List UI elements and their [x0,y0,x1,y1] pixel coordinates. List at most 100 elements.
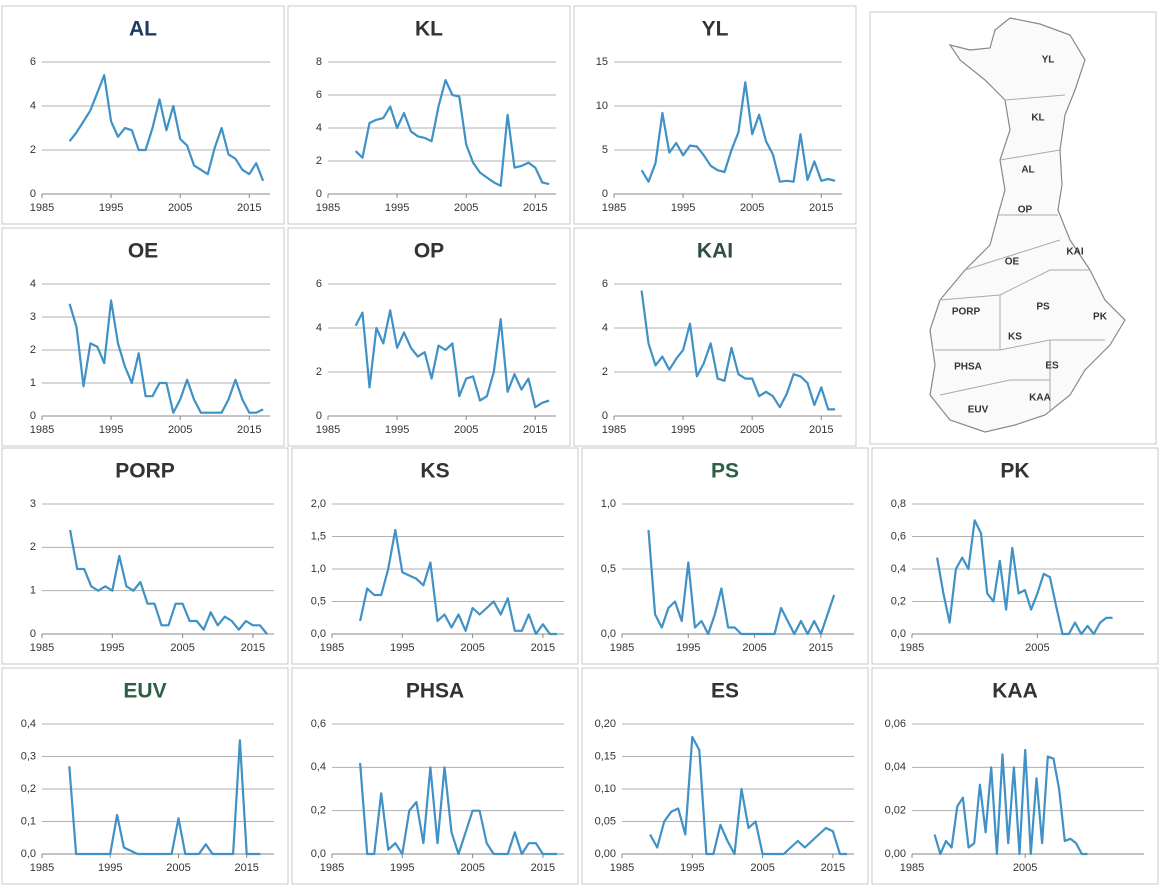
x-tick-label: 2015 [809,202,833,214]
x-tick-label: 2015 [809,642,833,654]
chart-title: ES [711,680,739,703]
chart-title: KAA [992,680,1038,703]
x-tick-label: 1995 [390,862,414,874]
y-tick-label: 6 [30,56,36,68]
chart-title: PHSA [406,680,464,703]
y-tick-label: 1 [30,585,36,597]
map-label: KS [1008,332,1022,343]
x-tick-label: 1995 [100,642,124,654]
x-tick-label: 1985 [316,202,340,214]
y-tick-label: 0,00 [885,848,906,860]
y-tick-label: 2 [316,155,322,167]
map-label: EUV [968,405,989,416]
data-line [359,762,557,856]
chart-title: YL [702,18,729,41]
map-borders [935,94,1105,410]
y-tick-label: 0,0 [891,628,906,640]
y-tick-label: 2,0 [311,498,326,510]
y-tick-label: 10 [596,100,608,112]
y-tick-label: 0 [30,410,36,422]
chart-title: PS [711,460,739,483]
x-tick-label: 2005 [740,424,764,436]
x-tick-label: 1985 [602,202,626,214]
x-tick-label: 1995 [385,424,409,436]
map-label: KL [1031,113,1044,124]
x-tick-label: 2015 [237,424,261,436]
region-map: YL KL AL OP KAI OE PORP PS PK KS PHSA ES EUV KAA [869,11,1157,445]
data-line [68,299,264,414]
x-tick-label: 1985 [316,424,340,436]
x-tick-label: 1985 [320,862,344,874]
chart-panel [573,5,857,225]
x-tick-label: 1995 [676,642,700,654]
y-tick-label: 0,6 [311,718,326,730]
data-line [640,290,836,411]
y-tick-label: 1,0 [311,563,326,575]
x-tick-label: 2015 [531,642,555,654]
x-tick-label: 2015 [523,424,547,436]
chart-panel [1,5,285,225]
y-tick-label: 8 [316,56,322,68]
chart-panel [1,227,285,447]
y-tick-label: 0,6 [891,530,906,542]
x-tick-label: 1995 [99,424,123,436]
y-tick-label: 2 [30,541,36,553]
data-line [68,739,261,856]
x-tick-label: 1985 [610,862,634,874]
x-tick-label: 2005 [750,862,774,874]
x-tick-label: 1995 [671,424,695,436]
y-tick-label: 0,2 [21,783,36,795]
y-tick-label: 0,4 [891,563,906,575]
y-tick-label: 0,5 [601,563,616,575]
x-tick-label: 2005 [1013,862,1037,874]
chart-panel [287,5,571,225]
y-tick-label: 4 [316,122,322,134]
x-tick-label: 1995 [98,862,122,874]
x-tick-label: 2005 [460,642,484,654]
y-tick-label: 4 [316,322,322,334]
y-tick-label: 0,0 [311,848,326,860]
y-tick-label: 0 [30,188,36,200]
y-tick-label: 0,2 [311,805,326,817]
y-tick-label: 0 [316,188,322,200]
map-label: PHSA [954,362,982,373]
y-tick-label: 0,0 [21,848,36,860]
x-tick-label: 1985 [602,424,626,436]
map-label: OE [1005,257,1020,268]
y-tick-label: 0,04 [885,761,906,773]
map-label: OP [1018,205,1033,216]
data-line [936,519,1113,636]
y-tick-label: 6 [602,278,608,290]
x-tick-label: 1985 [30,424,54,436]
map-label: KAI [1066,247,1083,258]
x-tick-label: 2005 [460,862,484,874]
x-tick-label: 2005 [168,202,192,214]
chart-title: OE [128,240,158,263]
y-tick-label: 0,0 [601,628,616,640]
x-tick-label: 1985 [320,642,344,654]
x-tick-label: 1995 [99,202,123,214]
chart-panel [573,227,857,447]
x-tick-label: 2015 [821,862,845,874]
data-line [354,79,550,187]
y-tick-label: 0,3 [21,750,36,762]
chart-title: AL [129,18,157,41]
chart-panel [1,667,289,885]
y-tick-label: 0,15 [595,750,616,762]
y-tick-label: 0,0 [311,628,326,640]
chart-title: PK [1000,460,1029,483]
x-tick-label: 1985 [30,642,54,654]
x-tick-label: 1995 [671,202,695,214]
data-line [68,74,265,182]
x-tick-label: 2005 [168,424,192,436]
x-tick-label: 2015 [809,424,833,436]
y-tick-label: 2 [30,344,36,356]
data-line [359,528,557,636]
data-line [69,529,268,635]
y-tick-label: 0,06 [885,718,906,730]
data-line [354,309,550,409]
map-label: AL [1021,165,1034,176]
y-tick-label: 2 [316,366,322,378]
y-tick-label: 1,0 [601,498,616,510]
